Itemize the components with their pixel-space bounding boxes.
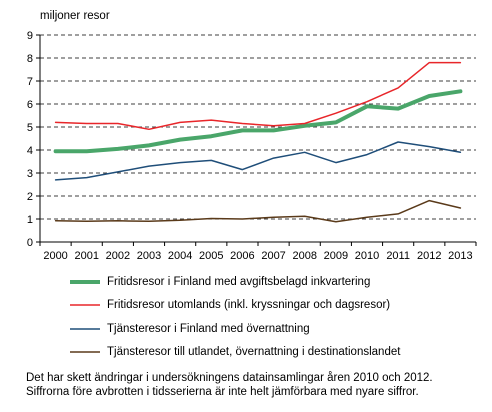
legend: Fritidsresor i Finland med avgiftsbelagd… (70, 270, 480, 364)
x-tick-label: 2007 (261, 250, 285, 262)
y-tick-label: 4 (27, 145, 33, 157)
legend-item-red: Fritidsresor utomlands (inkl. kryssninga… (70, 294, 480, 318)
x-tick-label: 2008 (292, 250, 316, 262)
x-tick-label: 2000 (43, 250, 67, 262)
x-tick-label: 2004 (168, 250, 192, 262)
legend-swatch (70, 279, 100, 284)
series-lines (53, 61, 463, 223)
y-tick-label: 0 (27, 237, 33, 249)
legend-swatch (70, 351, 100, 353)
y-tick-label: 1 (27, 214, 33, 226)
x-tick-label: 2005 (199, 250, 223, 262)
grid (36, 34, 477, 246)
legend-item-blue: Tjänsteresor i Finland med övernattning (70, 317, 480, 341)
legend-label: Tjänsteresor till utlandet, övernattning… (107, 346, 401, 359)
legend-swatch (70, 304, 100, 306)
y-tick-label: 2 (27, 191, 33, 203)
legend-label: Fritidsresor i Finland med avgiftsbelagd… (107, 275, 371, 288)
x-tick-label: 2011 (386, 250, 410, 262)
series-line-3 (54, 199, 462, 223)
series-line-2 (54, 141, 462, 181)
legend-swatch (70, 328, 100, 330)
y-unit-label: miljoner resor (40, 10, 110, 22)
footnote: Det har skett ändringar i undersökningen… (26, 372, 486, 399)
legend-label: Fritidsresor utomlands (inkl. kryssninga… (107, 299, 391, 312)
footnote-line: Siffrorna före avbrotten i tidsserierna … (26, 385, 419, 398)
x-axis-tick-labels: 2000 2001 2002 2003 2004 2005 2006 2007 2008 2009… (43, 250, 472, 262)
x-tick-label: 2010 (355, 250, 379, 262)
y-tick-label: 3 (27, 168, 33, 180)
y-tick-label: 7 (27, 76, 33, 88)
y-tick-label: 9 (27, 30, 33, 42)
x-tick-label: 2003 (137, 250, 161, 262)
y-tick-label: 8 (27, 53, 33, 65)
x-tick-label: 2012 (417, 250, 441, 262)
legend-item-green: Fritidsresor i Finland med avgiftsbelagd… (70, 270, 480, 294)
y-tick-label: 5 (27, 122, 33, 134)
x-tick-label: 2006 (230, 250, 254, 262)
x-tick-label: 2013 (448, 250, 472, 262)
x-tick-label: 2009 (324, 250, 348, 262)
y-tick-label: 6 (27, 99, 33, 111)
x-tick-label: 2002 (106, 250, 130, 262)
x-tick-label: 2001 (74, 250, 98, 262)
series-line-1 (54, 61, 462, 131)
y-axis-tick-labels: 0 1 2 3 4 5 6 7 8 9 (27, 30, 33, 249)
legend-label: Tjänsteresor i Finland med övernattning (107, 322, 310, 335)
legend-item-brown: Tjänsteresor till utlandet, övernattning… (70, 341, 480, 365)
footnote-line: Det har skett ändringar i undersökningen… (26, 372, 433, 384)
series-line-0 (53, 89, 463, 154)
